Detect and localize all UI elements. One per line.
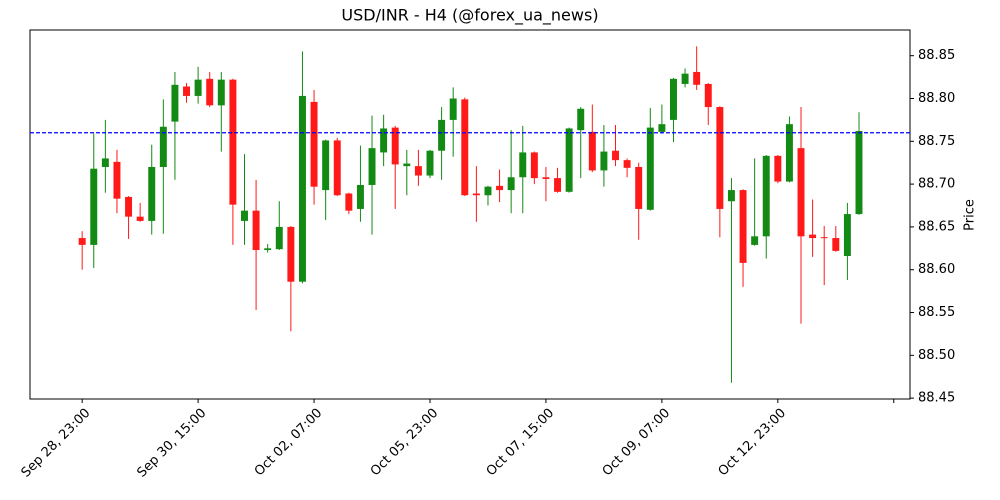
x-tick-label: Oct 05, 23:00 [368, 406, 441, 479]
candle-body [600, 151, 608, 171]
y-tick-label: 88.85 [918, 48, 955, 63]
candle-body [658, 124, 666, 132]
candle-body [612, 150, 619, 161]
candle-body [252, 210, 260, 251]
candle-body [333, 140, 341, 196]
candle-body [194, 79, 202, 96]
y-axis-label: Price [963, 199, 978, 231]
candle-body [206, 78, 214, 106]
candle-body [623, 160, 631, 168]
y-tick-label: 88.55 [918, 305, 955, 320]
candle-body [345, 193, 353, 211]
candle-body [356, 184, 364, 209]
y-tick-label: 88.70 [918, 177, 955, 192]
candle-body [716, 107, 724, 209]
candle-body [229, 79, 237, 205]
candle-body [832, 238, 840, 251]
candle-body [670, 78, 677, 120]
candle-body [565, 128, 573, 192]
candle-body [809, 234, 817, 239]
candle-body [762, 155, 770, 237]
candle-body [148, 166, 156, 221]
x-tick-label: Sep 30, 15:00 [135, 406, 210, 481]
candle-body [183, 86, 190, 96]
candle-body [785, 124, 793, 182]
candle-body [472, 193, 480, 196]
candle-body [693, 71, 701, 85]
candle-body [125, 196, 133, 217]
candle-body [635, 166, 643, 209]
candle-body [275, 226, 283, 250]
candle-body [727, 190, 735, 202]
candle-body [287, 226, 295, 282]
candle-body [820, 237, 828, 239]
candle-body [101, 158, 109, 167]
candle-body [577, 108, 585, 131]
candle-body [391, 127, 399, 165]
y-tick-label: 88.80 [918, 91, 955, 106]
y-tick-label: 88.65 [918, 219, 955, 234]
candle-body [368, 148, 376, 185]
candle-body [217, 79, 225, 106]
candle-body [136, 216, 144, 221]
candle-body [496, 185, 504, 191]
candle-body [530, 152, 538, 179]
candle-body [241, 210, 248, 221]
candle-body [484, 186, 492, 196]
x-tick-label: Sep 28, 23:00 [19, 406, 94, 481]
candle-body [507, 177, 515, 191]
y-tick-label: 88.75 [918, 134, 955, 149]
candle-body [380, 128, 388, 153]
candle-body [426, 150, 434, 176]
candle-body [681, 73, 689, 84]
candle-body [322, 140, 330, 191]
candle-body [588, 131, 596, 171]
candle-body [113, 161, 121, 199]
candle-body [78, 238, 86, 245]
candle-body [774, 155, 782, 182]
y-tick-label: 88.45 [918, 391, 955, 406]
candle-body [542, 177, 550, 179]
candle-body [438, 119, 446, 151]
candle-body [797, 148, 805, 237]
y-tick-label: 88.60 [918, 262, 955, 277]
candle-body [554, 178, 562, 192]
candle-body [90, 168, 98, 245]
plot-frame [29, 29, 911, 400]
candle-body [843, 214, 851, 257]
candle-body [519, 152, 527, 178]
x-tick-label: Oct 02, 07:00 [252, 406, 325, 479]
candle-body [704, 83, 712, 108]
candle-body [414, 166, 422, 176]
chart-title: USD/INR - H4 (@forex_ua_news) [341, 6, 598, 26]
x-tick-label: Oct 09, 07:00 [600, 406, 673, 479]
candle-body [171, 84, 179, 122]
candle-body [264, 248, 272, 251]
candle-body [739, 190, 747, 263]
candle-body [449, 98, 457, 120]
x-tick-label: Oct 12, 23:00 [716, 406, 789, 479]
candle-body [298, 95, 306, 282]
candle-body [159, 126, 167, 167]
candle-body [751, 236, 759, 245]
x-tick-label: Oct 07, 15:00 [484, 406, 557, 479]
candle-body [461, 99, 469, 196]
candle-body [403, 163, 411, 167]
candle-body [310, 101, 318, 187]
y-tick-label: 88.50 [918, 348, 955, 363]
candle-body [855, 131, 863, 215]
candle-body [646, 127, 654, 210]
